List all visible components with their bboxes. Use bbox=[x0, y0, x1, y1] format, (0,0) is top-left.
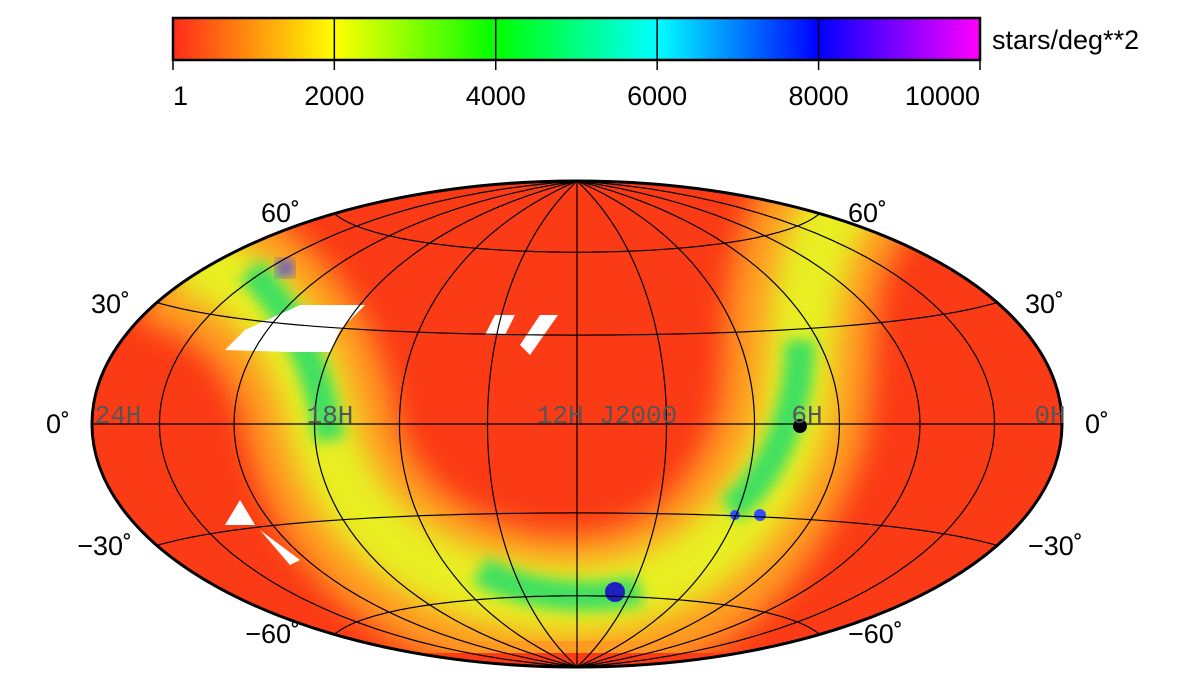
colorbar-tick-label: 1 bbox=[173, 81, 188, 111]
heat-features bbox=[138, 181, 915, 667]
latitude-label: 0˚ bbox=[46, 409, 70, 439]
colorbar-label: stars/deg**2 bbox=[992, 25, 1139, 55]
colorbar-tick-label: 10000 bbox=[905, 81, 980, 111]
latitude-label: −30˚ bbox=[77, 531, 132, 561]
latitude-label: 60˚ bbox=[261, 198, 300, 228]
latitude-label: −60˚ bbox=[848, 619, 903, 649]
latitude-label: 60˚ bbox=[848, 198, 887, 228]
ra-label: 6H bbox=[791, 401, 822, 431]
density-map bbox=[90, 179, 1064, 669]
parallel bbox=[334, 213, 820, 253]
parallel bbox=[334, 595, 820, 635]
colorbar-tick-label: 8000 bbox=[789, 81, 849, 111]
ra-label: 12H J2000 bbox=[537, 401, 677, 431]
parallel bbox=[156, 301, 998, 336]
colorbar bbox=[171, 16, 982, 62]
ra-label: 18H bbox=[307, 401, 354, 431]
colorbar-tick-label: 4000 bbox=[466, 81, 526, 111]
latitude-label: −30˚ bbox=[1028, 531, 1083, 561]
map-border bbox=[90, 179, 1064, 669]
latitude-label: 30˚ bbox=[1025, 289, 1064, 319]
colorbar-tick-label: 2000 bbox=[304, 81, 364, 111]
latitude-label: −60˚ bbox=[245, 619, 300, 649]
latitude-label: 0˚ bbox=[1085, 409, 1109, 439]
ra-label: 24H bbox=[95, 401, 142, 431]
latitude-label: 30˚ bbox=[91, 289, 130, 319]
colorbar-tick-label: 6000 bbox=[627, 81, 687, 111]
parallel bbox=[156, 512, 998, 547]
ra-label: 0H bbox=[1034, 401, 1065, 431]
